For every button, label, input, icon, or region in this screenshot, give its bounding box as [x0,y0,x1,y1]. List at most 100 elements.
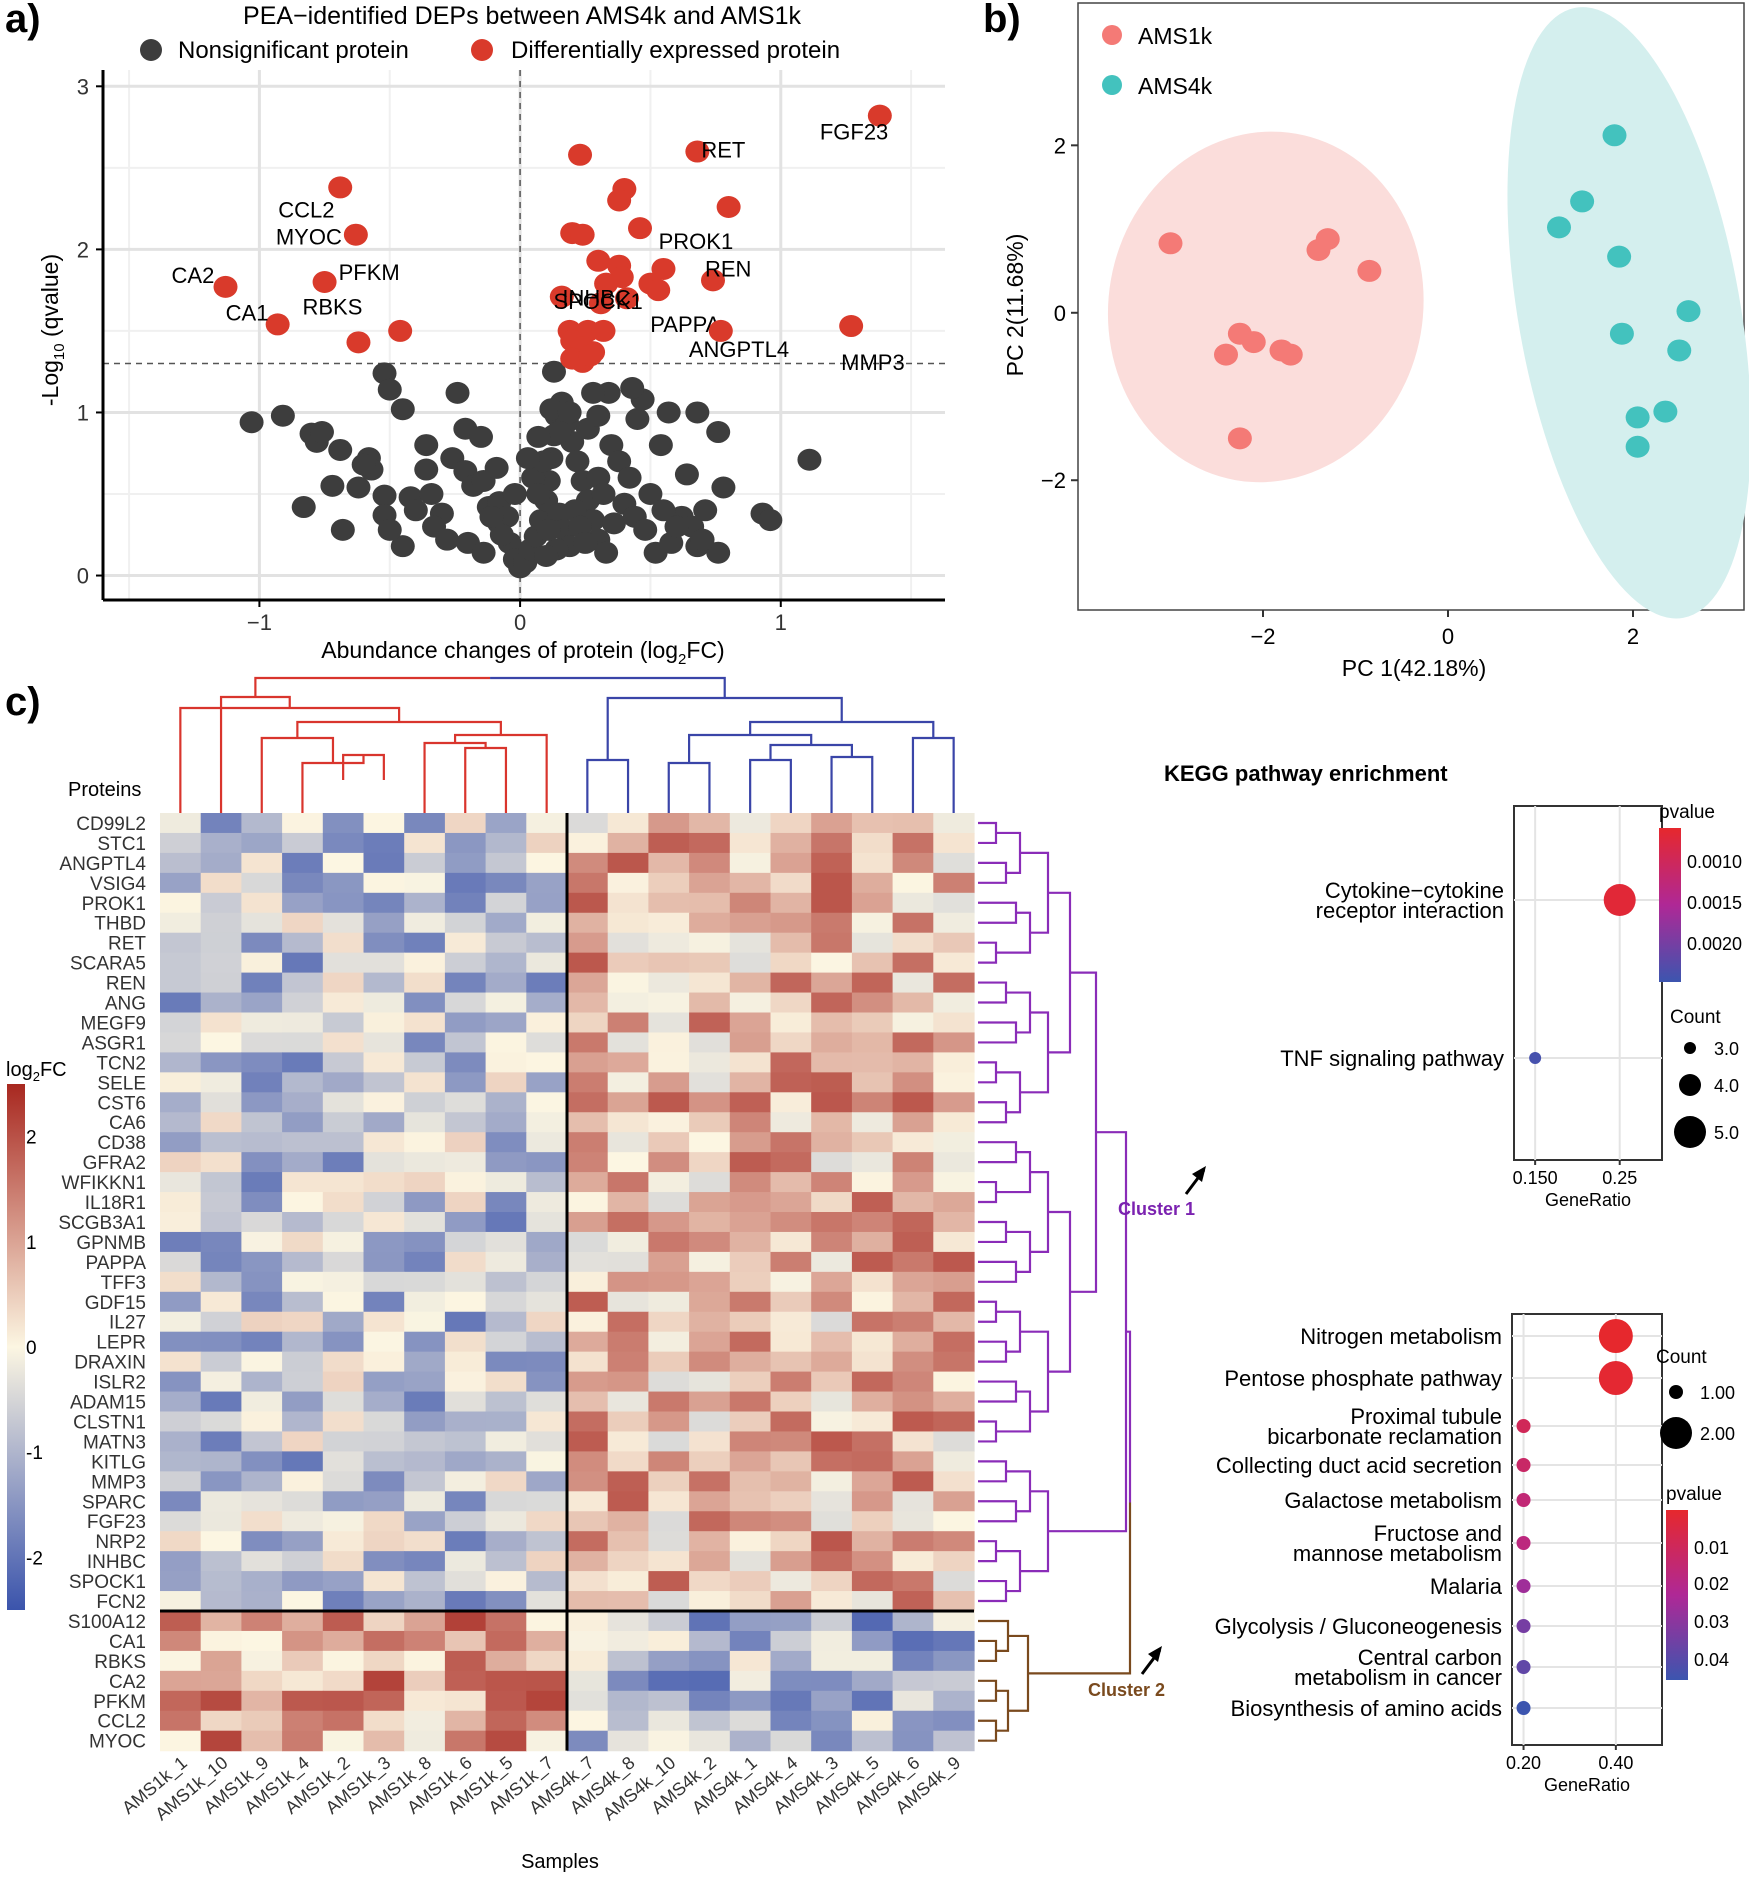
heatmap-cell [933,932,975,954]
heatmap-cell [892,1531,934,1552]
heatmap-cell [648,1271,690,1293]
heatmap-cell [607,1451,649,1472]
row-dendro-link [1048,1131,1128,1533]
heatmap-cell [404,1371,446,1393]
heatmap-cell [322,1212,365,1233]
heatmap-cell [526,892,568,914]
heatmap-cell [241,1591,283,1612]
heatmap-cell [404,1032,446,1053]
heatmap-cell [811,1172,853,1193]
nonsignificant-point [758,509,783,532]
heatmap-cell [322,1152,365,1173]
col-dendro-link [423,741,487,813]
row-dendro-link [978,1300,998,1323]
heatmap-cell [526,1670,568,1692]
heatmap-cell [851,1092,894,1113]
kegg-x-axis-title: GeneRatio [1545,1190,1631,1210]
heatmap-row-label: FGF23 [87,1512,146,1533]
heatmap-cell [444,1551,487,1572]
heatmap-cell [607,1690,649,1712]
heatmap-cell [363,1172,405,1193]
heatmap-cell [241,1231,283,1253]
heatmap-row-label: KITLG [91,1452,146,1473]
heatmap-cell [160,1611,202,1632]
dep-point-ca1 [265,313,290,336]
heatmap-cell [241,813,283,834]
heatmap-cell [607,912,649,934]
heatmap-cell [444,1431,487,1452]
heatmap-cell [241,1311,283,1333]
heatmap-cell [485,952,527,974]
heatmap-cell [322,992,365,1014]
heatmap-cell [200,813,242,834]
heatmap-cell [322,1351,365,1373]
heatmap-cell [526,1271,568,1293]
heatmap-row-label: PFKM [93,1692,146,1713]
heatmap-cell [729,892,772,914]
heatmap-cell [241,1491,283,1512]
heatmap-cell [363,1012,405,1034]
heatmap-cell [811,1152,853,1173]
heatmap-cell [689,1132,731,1153]
heatmap-row-label: LEPR [96,1333,146,1354]
heatmap-cell [729,1371,772,1393]
cluster1-label: Cluster 1 [1118,1199,1195,1219]
heatmap-cell [526,1052,568,1073]
heatmap-cell [933,1611,975,1632]
dep-label-myoc: MYOC [276,225,342,250]
legend-tick-label: -1 [26,1443,43,1464]
heatmap-cell [851,1271,894,1293]
heatmap-cell [444,872,487,894]
heatmap-cell [282,1670,324,1692]
heatmap-cell [892,1291,934,1313]
heatmap-cell [648,1511,690,1532]
heatmap-cell [567,872,609,894]
heatmap-cell [526,1431,568,1452]
heatmap-legend-title: log2FC [6,1059,67,1084]
heatmap-cell [485,852,527,874]
heatmap-cell [404,1531,446,1552]
heatmap-cell [404,1192,446,1213]
heatmap-cell [444,1511,487,1532]
heatmap-cell [404,1351,446,1373]
heatmap-cell [567,1192,609,1213]
dep-point [586,249,611,272]
heatmap-cell [282,1611,324,1632]
heatmap-row-label: SPOCK1 [69,1572,146,1593]
heatmap-cell [282,992,324,1014]
heatmap-cell [851,1212,894,1233]
heatmap-cell [648,1212,690,1233]
heatmap-cell [363,1571,405,1592]
heatmap-cell [933,1391,975,1413]
heatmap-cell [933,1311,975,1333]
row-dendro-link [978,1619,1010,1652]
heatmap-cell [526,1650,568,1672]
heatmap-cell [160,1491,202,1512]
heatmap-cell [241,1092,283,1113]
heatmap-cell [241,1152,283,1173]
nonsignificant-point [541,360,566,383]
heatmap-cell [811,1531,853,1552]
heatmap-cell [404,1571,446,1592]
heatmap-cell [607,932,649,954]
heatmap-cell [160,1511,202,1532]
heatmap-cell [200,1511,242,1532]
heatmap-cell [363,1630,405,1652]
row-dendro-link [978,941,998,964]
heatmap-cell [404,1212,446,1233]
heatmap-cell [851,1630,894,1652]
kegg-dot [1516,1493,1531,1507]
col-dendro-root-right [490,676,726,698]
heatmap-row-label: CA2 [109,1672,146,1693]
heatmap-cell [200,1311,242,1333]
row-dendro-link [978,1679,998,1702]
kegg-x-axis-title: GeneRatio [1544,1775,1630,1795]
heatmap-cell [404,1311,446,1333]
heatmap-cell [607,1650,649,1672]
nonsignificant-point [607,450,632,473]
heatmap-column-labels: AMS1k_1AMS1k_10AMS1k_9AMS1k_4AMS1k_2AMS1… [118,1752,965,1825]
heatmap-cell [892,912,934,934]
heatmap-cell [444,992,487,1014]
heatmap-cell [892,952,934,974]
heatmap-cell [444,1371,487,1393]
